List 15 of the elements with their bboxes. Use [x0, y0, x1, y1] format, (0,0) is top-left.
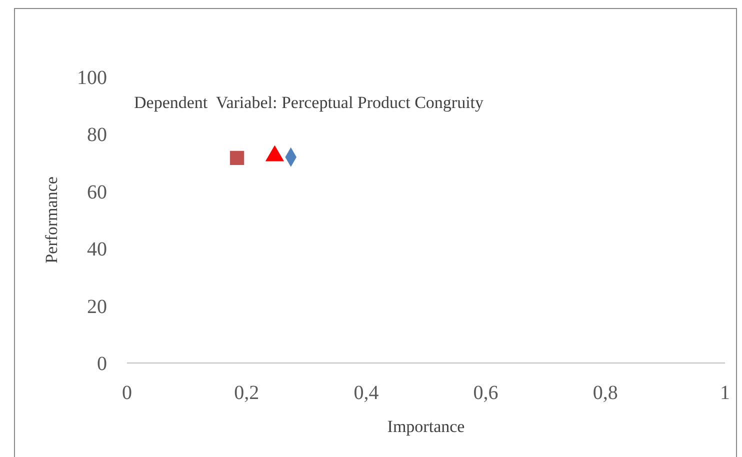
- y-axis-title: Performance: [42, 176, 61, 264]
- y-tick-label: 0: [97, 353, 107, 375]
- y-tick-label: 80: [87, 124, 107, 146]
- y-tick-label: 40: [87, 238, 107, 261]
- x-tick-label: 0,2: [234, 382, 260, 404]
- y-tick-label: 60: [87, 181, 107, 204]
- y-tick-label: 100: [77, 67, 107, 89]
- x-axis-title: Importance: [387, 417, 465, 436]
- x-tick-label: 0,6: [473, 382, 498, 404]
- annotation: Dependent Variabel: Perceptual Product Congruity: [134, 93, 484, 112]
- x-tick-label: 0,4: [354, 382, 379, 404]
- y-tick-label: 20: [87, 296, 107, 318]
- x-tick-label: 0,8: [592, 382, 618, 404]
- x-tick-label: 0: [122, 382, 132, 404]
- x-tick-label: 1: [720, 382, 730, 404]
